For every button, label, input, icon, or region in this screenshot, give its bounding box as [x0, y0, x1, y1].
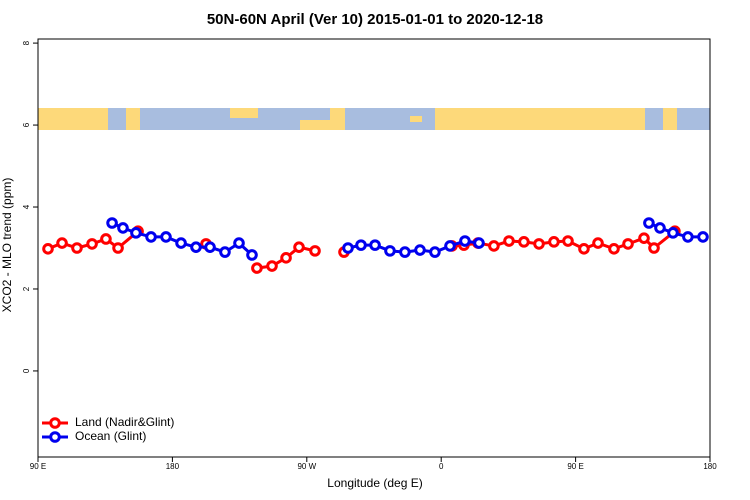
data-point	[190, 241, 202, 253]
data-point	[309, 245, 321, 257]
y-tick-label: 4	[22, 204, 31, 209]
data-point	[204, 241, 216, 253]
data-point	[444, 240, 456, 252]
legend-marker	[49, 431, 61, 443]
data-point	[251, 262, 263, 274]
data-point	[112, 242, 124, 254]
x-axis-label: Longitude (deg E)	[327, 476, 422, 490]
data-point	[518, 236, 530, 248]
data-point	[160, 231, 172, 243]
data-point	[592, 237, 604, 249]
data-point	[643, 217, 655, 229]
data-point	[130, 227, 142, 239]
data-point	[266, 260, 278, 272]
data-point	[86, 238, 98, 250]
map-strip	[38, 108, 710, 130]
data-point	[399, 246, 411, 258]
data-point	[293, 241, 305, 253]
data-point	[578, 243, 590, 255]
x-tick-label: 180	[703, 462, 717, 471]
data-point	[106, 217, 118, 229]
data-point	[459, 235, 471, 247]
data-point	[384, 245, 396, 257]
data-point	[608, 243, 620, 255]
x-tick-label: 180	[166, 462, 180, 471]
data-point	[233, 237, 245, 249]
y-tick-label: 8	[22, 40, 31, 45]
data-point	[42, 243, 54, 255]
y-tick-label: 2	[22, 286, 31, 291]
y-axis-label: XCO2 - MLO trend (ppm)	[0, 178, 14, 313]
data-point	[473, 237, 485, 249]
data-point	[246, 249, 258, 261]
data-point	[56, 237, 68, 249]
data-point	[638, 232, 650, 244]
data-point	[654, 222, 666, 234]
x-tick-label: 90 E	[567, 462, 583, 471]
series-line	[451, 230, 676, 251]
plot-frame	[37, 38, 711, 458]
y-tick-label: 6	[22, 122, 31, 127]
data-point	[488, 240, 500, 252]
data-point	[369, 239, 381, 251]
x-tick-label: 90 E	[30, 462, 46, 471]
data-point	[280, 252, 292, 264]
data-point	[429, 246, 441, 258]
legend-label: Land (Nadir&Glint)	[75, 415, 174, 429]
data-point	[342, 242, 354, 254]
data-point	[548, 236, 560, 248]
data-point	[71, 242, 83, 254]
data-point	[682, 231, 694, 243]
data-point	[533, 238, 545, 250]
x-tick-label: 90 W	[297, 462, 316, 471]
data-point	[175, 237, 187, 249]
data-point	[648, 242, 660, 254]
chart-title: 50N-60N April (Ver 10) 2015-01-01 to 202…	[207, 11, 543, 28]
data-point	[697, 231, 709, 243]
data-point	[355, 239, 367, 251]
data-point	[145, 231, 157, 243]
data-point	[414, 244, 426, 256]
series-line	[347, 239, 480, 254]
x-tick-label: 0	[439, 462, 444, 471]
data-point	[562, 235, 574, 247]
data-point	[622, 238, 634, 250]
data-point	[667, 227, 679, 239]
data-point	[219, 246, 231, 258]
data-point	[100, 233, 112, 245]
legend-label: Ocean (Glint)	[75, 429, 146, 443]
data-point	[117, 222, 129, 234]
y-tick-label: 0	[22, 368, 31, 373]
legend-marker	[49, 417, 61, 429]
data-point	[503, 235, 515, 247]
